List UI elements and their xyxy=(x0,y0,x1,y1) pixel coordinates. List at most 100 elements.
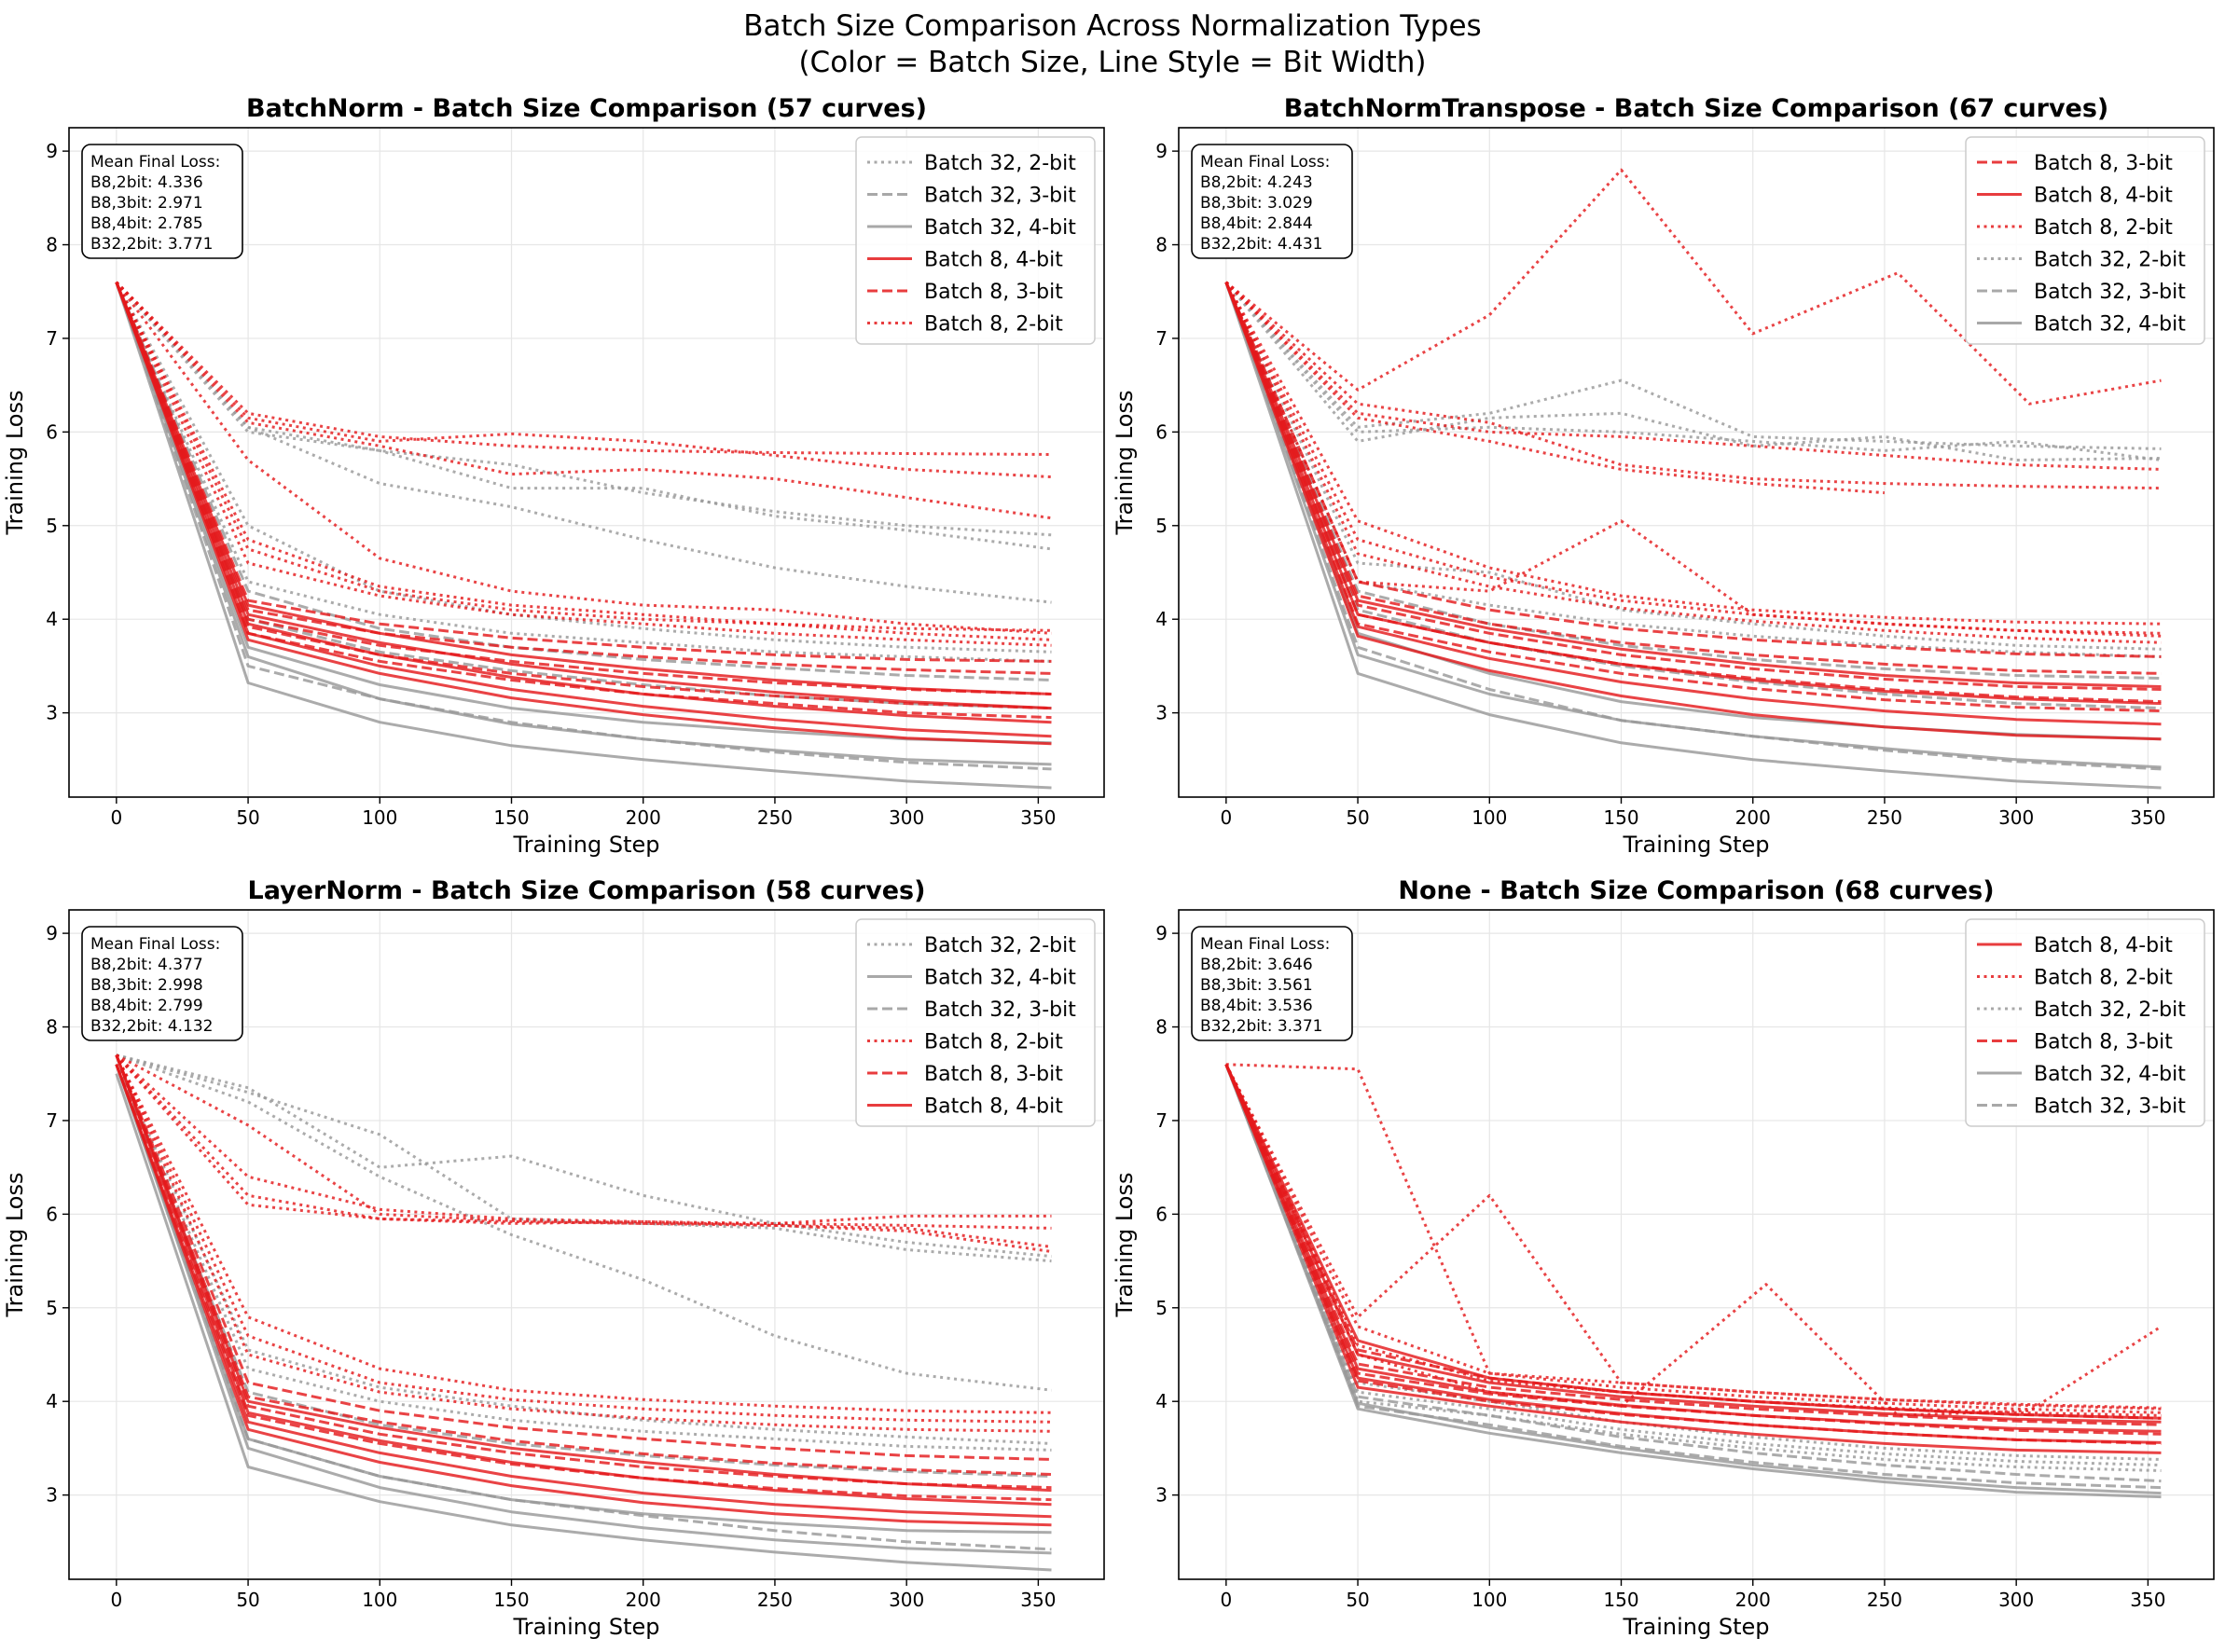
stats-line: B8,2bit: 4.377 xyxy=(90,956,203,974)
series-line-b32-4bit xyxy=(115,282,1052,766)
series-line-b8-4bit xyxy=(115,282,1052,695)
legend-label: Batch 32, 3-bit xyxy=(2034,1095,2186,1119)
figure-title-line1: Batch Size Comparison Across Normalizati… xyxy=(743,9,1481,43)
series-line-b8-3bit xyxy=(1224,282,2162,713)
series-group xyxy=(1224,1063,2163,1499)
panel-title: LayerNorm - Batch Size Comparison (58 cu… xyxy=(248,876,926,905)
series-line-b32-3bit xyxy=(115,282,1052,710)
x-axis-label: Training Step xyxy=(513,832,660,858)
y-tick-label: 7 xyxy=(1155,1109,1168,1132)
series-line-b32-3bit xyxy=(1224,282,2162,710)
x-tick-label: 300 xyxy=(1998,806,2034,829)
x-tick-label: 50 xyxy=(1346,1589,1369,1611)
legend-label: Batch 8, 3-bit xyxy=(2034,152,2173,175)
stats-line: Mean Final Loss: xyxy=(1200,935,1330,954)
y-tick-label: 5 xyxy=(46,1297,58,1319)
series-line-b8-4bit xyxy=(115,1054,1052,1507)
y-tick-label: 3 xyxy=(1155,1484,1168,1507)
series-line-b32-3bit xyxy=(115,282,1052,681)
panel-1: BatchNormTranspose - Batch Size Comparis… xyxy=(1112,94,2215,858)
series-group xyxy=(1224,168,2162,790)
y-tick-label: 6 xyxy=(46,420,58,443)
y-axis-label: Training Loss xyxy=(1112,1173,1138,1318)
series-line-b32-4bit xyxy=(115,282,1052,790)
y-tick-label: 9 xyxy=(1155,922,1168,944)
legend-label: Batch 8, 2-bit xyxy=(924,313,1063,337)
legend-box xyxy=(855,918,1096,1127)
series-line-b8-2bit xyxy=(115,281,1052,479)
stats-box xyxy=(81,926,243,1041)
x-tick-label: 50 xyxy=(236,1589,259,1611)
x-tick-label: 250 xyxy=(757,806,793,829)
legend-label: Batch 8, 3-bit xyxy=(924,1063,1063,1086)
series-line-b8-4bit xyxy=(115,282,1052,746)
stats-line: B32,2bit: 3.771 xyxy=(90,235,214,254)
x-tick-label: 100 xyxy=(1472,806,1507,829)
series-line-b32-4bit xyxy=(1224,1064,2162,1495)
y-tick-label: 7 xyxy=(46,1109,58,1132)
series-line-b8-4bit xyxy=(115,1054,1052,1493)
x-tick-label: 350 xyxy=(2130,1589,2165,1611)
stats-line: Mean Final Loss: xyxy=(90,935,220,954)
y-axis-label: Training Loss xyxy=(1112,391,1138,536)
x-tick-label: 200 xyxy=(626,806,661,829)
y-tick-label: 6 xyxy=(46,1203,58,1225)
x-tick-label: 200 xyxy=(1735,806,1771,829)
series-line-b8-3bit xyxy=(1224,282,2162,658)
stats-line: B8,3bit: 2.971 xyxy=(90,194,203,213)
stats-box xyxy=(1191,926,1353,1041)
stats-line: B32,2bit: 3.371 xyxy=(1200,1017,1323,1036)
legend-label: Batch 8, 4-bit xyxy=(924,249,1063,272)
series-line-b32-4bit xyxy=(115,1064,1052,1535)
x-tick-label: 250 xyxy=(757,1589,793,1611)
x-tick-label: 50 xyxy=(1346,806,1369,829)
series-line-b8-4bit xyxy=(1224,282,2162,706)
series-line-b8-4bit xyxy=(115,282,1052,710)
x-tick-label: 250 xyxy=(1867,806,1902,829)
series-line-b8-4bit xyxy=(1224,1064,2162,1420)
series-line-b8-2bit xyxy=(115,281,1052,520)
legend-label: Batch 32, 3-bit xyxy=(2034,281,2186,304)
panel-2: LayerNorm - Batch Size Comparison (58 cu… xyxy=(2,876,1105,1640)
x-tick-label: 50 xyxy=(236,806,259,829)
legend-label: Batch 32, 4-bit xyxy=(2034,1063,2186,1086)
legend-box xyxy=(1965,918,2205,1127)
series-line-b8-2bit xyxy=(115,1053,1052,1225)
series-line-b8-2bit xyxy=(1224,1064,2162,1411)
series-line-b32-2bit xyxy=(116,1053,1052,1259)
series-line-b8-2bit xyxy=(115,281,1052,635)
stats-line: Mean Final Loss: xyxy=(1200,153,1330,172)
series-line-b32-3bit xyxy=(1224,282,2162,680)
y-tick-label: 6 xyxy=(1155,1203,1168,1225)
series-line-b32-4bit xyxy=(115,1073,1052,1572)
series-line-b32-3bit xyxy=(115,1064,1052,1478)
legend-label: Batch 32, 4-bit xyxy=(924,216,1076,240)
series-line-b32-2bit xyxy=(1224,281,2162,461)
legend-label: Batch 32, 4-bit xyxy=(2034,313,2186,337)
series-line-b8-2bit xyxy=(115,1054,1052,1433)
axes-frame xyxy=(1178,909,2215,1580)
y-tick-label: 5 xyxy=(1155,1297,1168,1319)
series-line-b8-3bit xyxy=(115,282,1052,663)
figure-title-line2: (Color = Batch Size, Line Style = Bit Wi… xyxy=(798,46,1426,79)
series-line-b8-2bit xyxy=(115,1054,1052,1414)
stats-line: B8,4bit: 3.536 xyxy=(1200,997,1313,1015)
y-tick-label: 3 xyxy=(1155,702,1168,724)
x-tick-label: 150 xyxy=(493,806,529,829)
x-tick-label: 100 xyxy=(1472,1589,1507,1611)
y-tick-label: 9 xyxy=(46,922,58,944)
y-tick-label: 7 xyxy=(46,327,58,350)
stats-line: Mean Final Loss: xyxy=(90,153,220,172)
y-tick-label: 4 xyxy=(1155,1390,1168,1412)
x-tick-label: 350 xyxy=(1020,806,1056,829)
x-axis-label: Training Step xyxy=(513,1614,660,1640)
legend-label: Batch 32, 3-bit xyxy=(924,998,1076,1022)
legend-label: Batch 32, 3-bit xyxy=(924,185,1076,208)
x-tick-label: 300 xyxy=(889,806,924,829)
legend-label: Batch 8, 2-bit xyxy=(2034,967,2173,990)
series-line-b8-3bit xyxy=(115,1054,1052,1476)
y-tick-label: 5 xyxy=(46,515,58,537)
x-tick-label: 0 xyxy=(110,1589,122,1611)
panel-title: BatchNormTranspose - Batch Size Comparis… xyxy=(1284,94,2109,123)
